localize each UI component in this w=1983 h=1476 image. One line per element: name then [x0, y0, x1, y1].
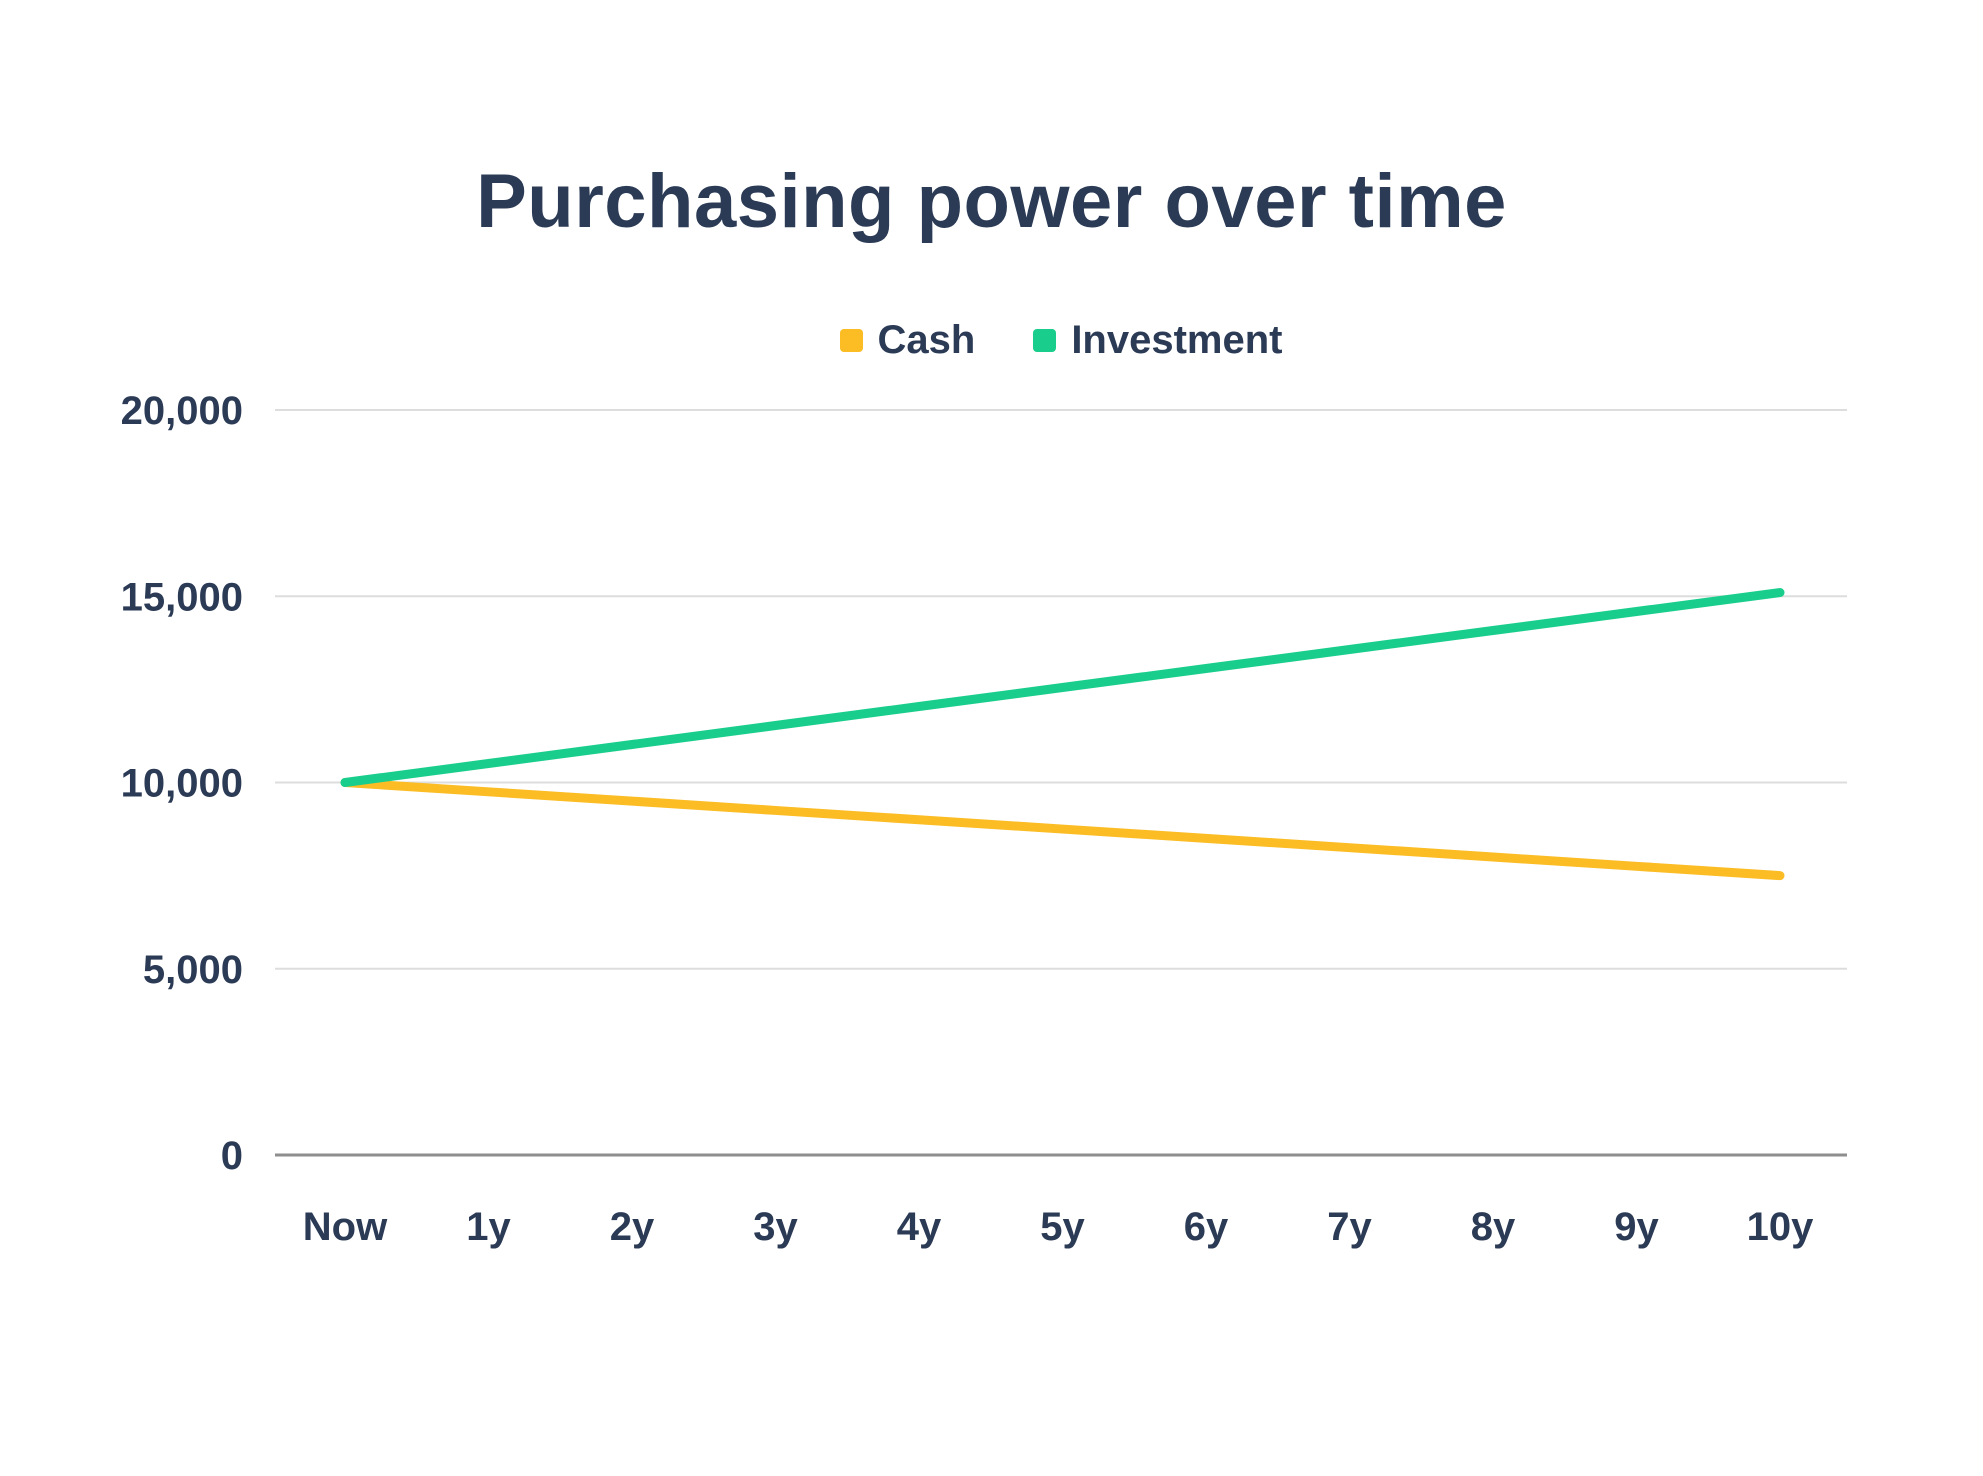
- chart-legend: Cash Investment: [275, 318, 1847, 363]
- legend-swatch-icon: [1033, 329, 1057, 352]
- chart-title: Purchasing power over time: [476, 159, 1507, 244]
- x-tick-label-7y: 7y: [1327, 1205, 1372, 1249]
- x-tick-label-2y: 2y: [610, 1205, 655, 1249]
- x-tick-label-now: Now: [303, 1205, 388, 1249]
- x-tick-label-1y: 1y: [466, 1205, 511, 1249]
- series-line-cash: [340, 778, 1785, 881]
- legend-swatch-icon: [839, 329, 863, 352]
- x-tick-label-5y: 5y: [1040, 1205, 1085, 1249]
- x-tick-label-4y: 4y: [897, 1205, 942, 1249]
- legend-item-cash[interactable]: Cash: [839, 318, 976, 363]
- y-tick-label-0: 0: [221, 1134, 243, 1178]
- legend-label: Cash: [877, 318, 976, 362]
- legend-label: Investment: [1071, 318, 1283, 362]
- x-tick-label-6y: 6y: [1184, 1205, 1229, 1249]
- x-tick-label-8y: 8y: [1471, 1205, 1516, 1249]
- series-line-investment: [340, 588, 1785, 787]
- legend-item-investment[interactable]: Investment: [1033, 318, 1282, 363]
- y-tick-label-5000: 5,000: [143, 948, 243, 992]
- x-tick-label-9y: 9y: [1614, 1205, 1659, 1249]
- y-tick-label-15000: 15,000: [121, 575, 243, 619]
- x-tick-label-3y: 3y: [753, 1205, 798, 1249]
- y-tick-label-20000: 20,000: [121, 389, 243, 433]
- x-tick-label-10y: 10y: [1747, 1205, 1814, 1249]
- y-tick-label-10000: 10,000: [121, 762, 243, 806]
